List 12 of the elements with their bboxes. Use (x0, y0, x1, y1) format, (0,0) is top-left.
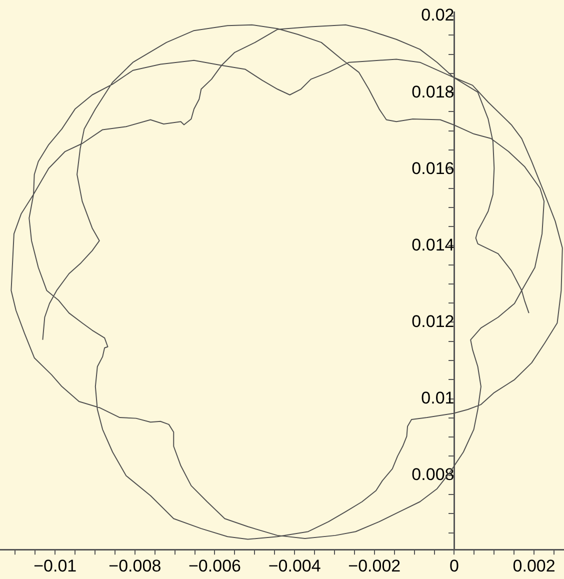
y-tick-label: 0.016 (412, 158, 454, 178)
x-tick-label: 0.002 (512, 556, 556, 576)
y-tick-label: 0.01 (421, 388, 454, 408)
y-tick-label: 0.012 (412, 312, 454, 331)
x-tick-label: −0.008 (108, 556, 162, 576)
y-tick-label: 0.018 (412, 82, 454, 102)
x-tick-label: −0.004 (268, 556, 321, 576)
x-tick-label: 0 (450, 556, 459, 576)
y-tick-label: 0.02 (421, 6, 454, 25)
x-tick-label: −0.006 (188, 556, 241, 576)
x-tick-label: −0.01 (34, 556, 77, 576)
x-tick-label: −0.002 (348, 556, 401, 576)
